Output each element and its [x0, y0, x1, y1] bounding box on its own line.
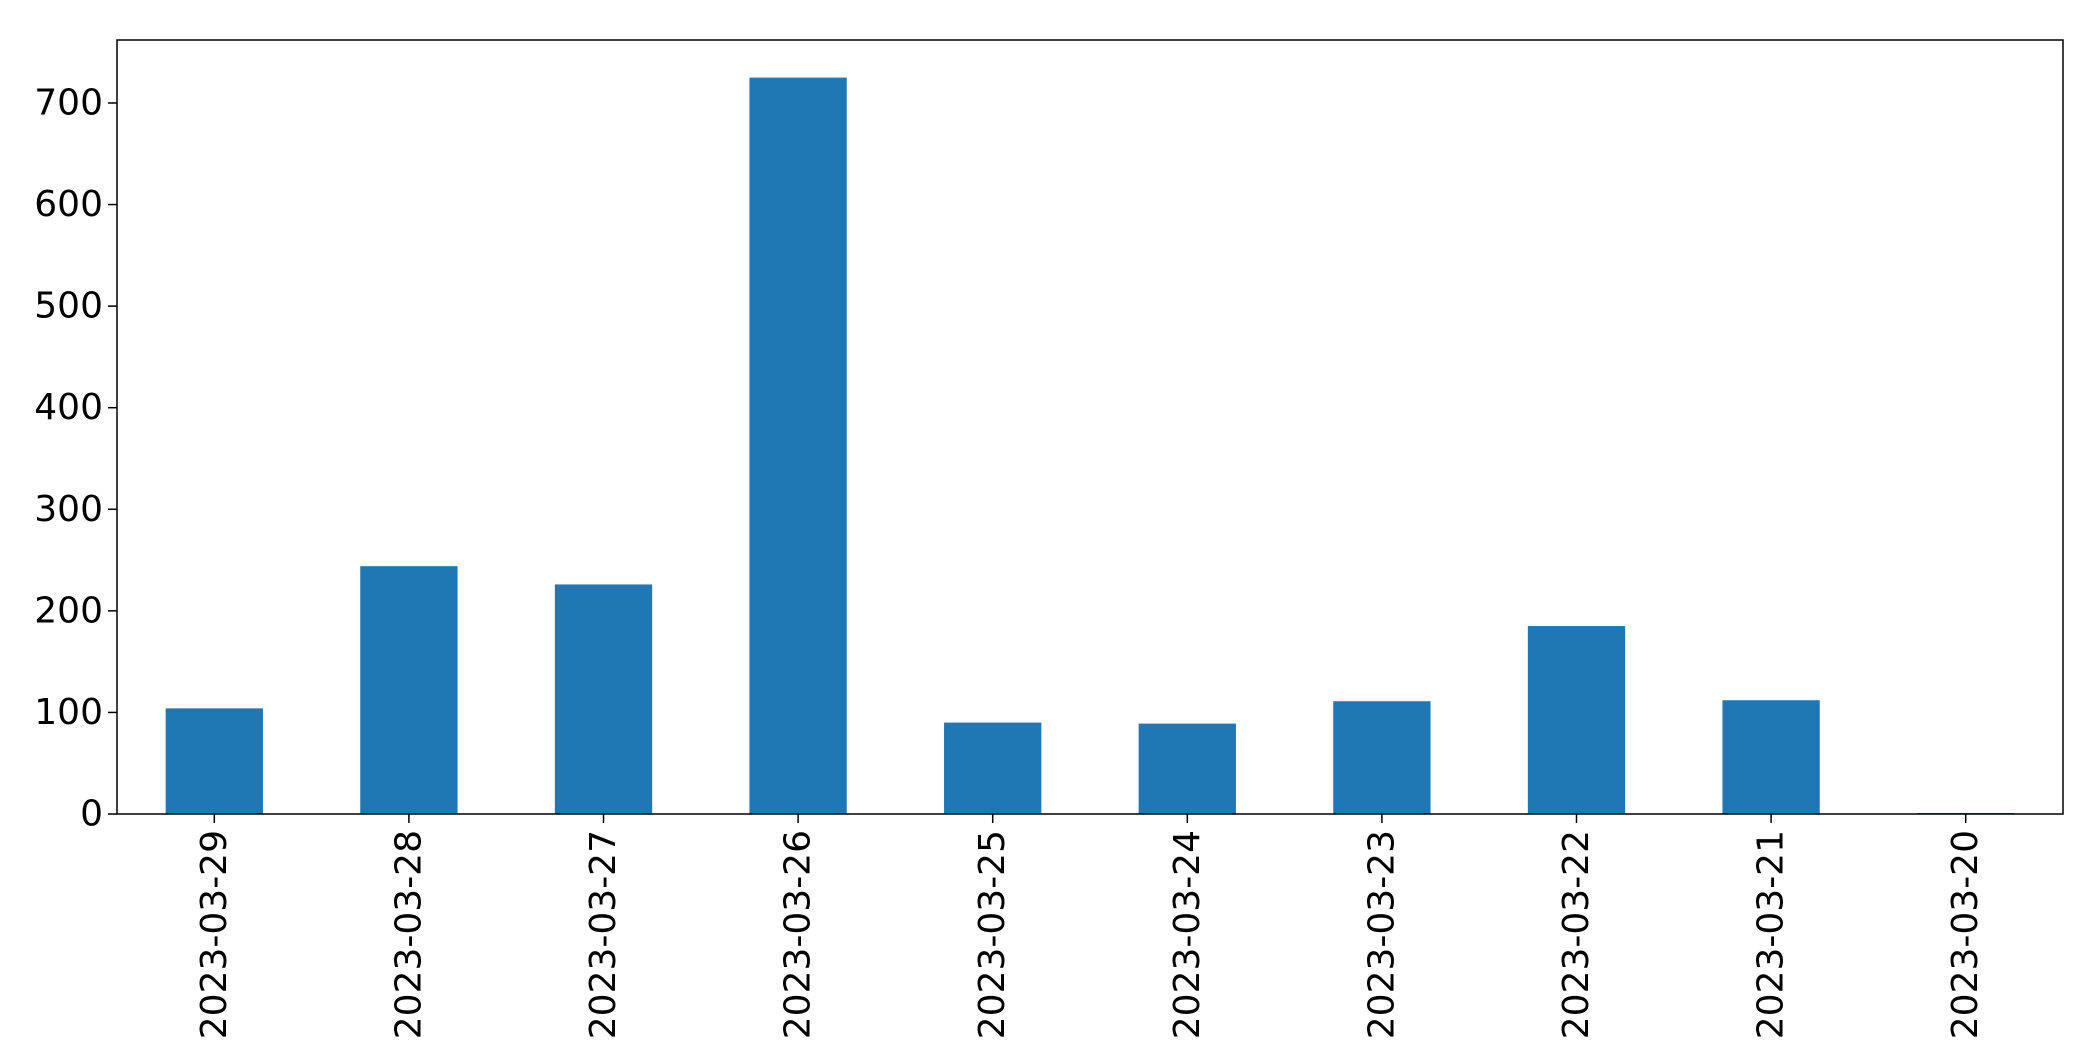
bar-2023-03-28 — [360, 566, 458, 814]
x-tick-label: 2023-03-21 — [1751, 830, 1792, 1039]
y-tick-label: 600 — [34, 184, 103, 225]
x-tick-label: 2023-03-22 — [1556, 830, 1597, 1039]
x-tick-label: 2023-03-28 — [388, 830, 429, 1039]
bar-2023-03-21 — [1722, 700, 1820, 814]
x-tick-label: 2023-03-23 — [1361, 830, 1402, 1039]
bar-2023-03-24 — [1138, 723, 1236, 814]
x-tick-label: 2023-03-24 — [1167, 830, 1208, 1039]
bar-2023-03-29 — [165, 708, 263, 814]
y-tick-label: 700 — [34, 82, 103, 123]
plot-frame — [116, 39, 2064, 815]
bar-2023-03-23 — [1333, 701, 1431, 814]
x-tick-label: 2023-03-20 — [1945, 830, 1986, 1039]
bars-group — [165, 77, 2015, 814]
y-tick-label: 100 — [34, 692, 103, 733]
bar-2023-03-22 — [1527, 626, 1626, 814]
x-axis: 2023-03-29 2023-03-28 2023-03-27 2023-03-26… — [194, 814, 1986, 1039]
y-tick-label: 400 — [34, 387, 103, 428]
x-tick-label: 2023-03-27 — [583, 830, 624, 1039]
y-tick-label: 500 — [34, 286, 103, 327]
bar-2023-03-26 — [749, 77, 847, 814]
y-axis: 0 100 200 300 400 500 600 700 — [34, 82, 117, 835]
bar-2023-03-27 — [554, 584, 653, 814]
y-tick-label: 200 — [34, 590, 103, 631]
x-tick-label: 2023-03-26 — [778, 830, 819, 1039]
bar-2023-03-25 — [944, 722, 1042, 814]
x-tick-label: 2023-03-29 — [194, 830, 235, 1039]
x-tick-label: 2023-03-25 — [972, 830, 1013, 1039]
y-tick-label: 0 — [80, 794, 103, 835]
y-tick-label: 300 — [34, 489, 103, 530]
